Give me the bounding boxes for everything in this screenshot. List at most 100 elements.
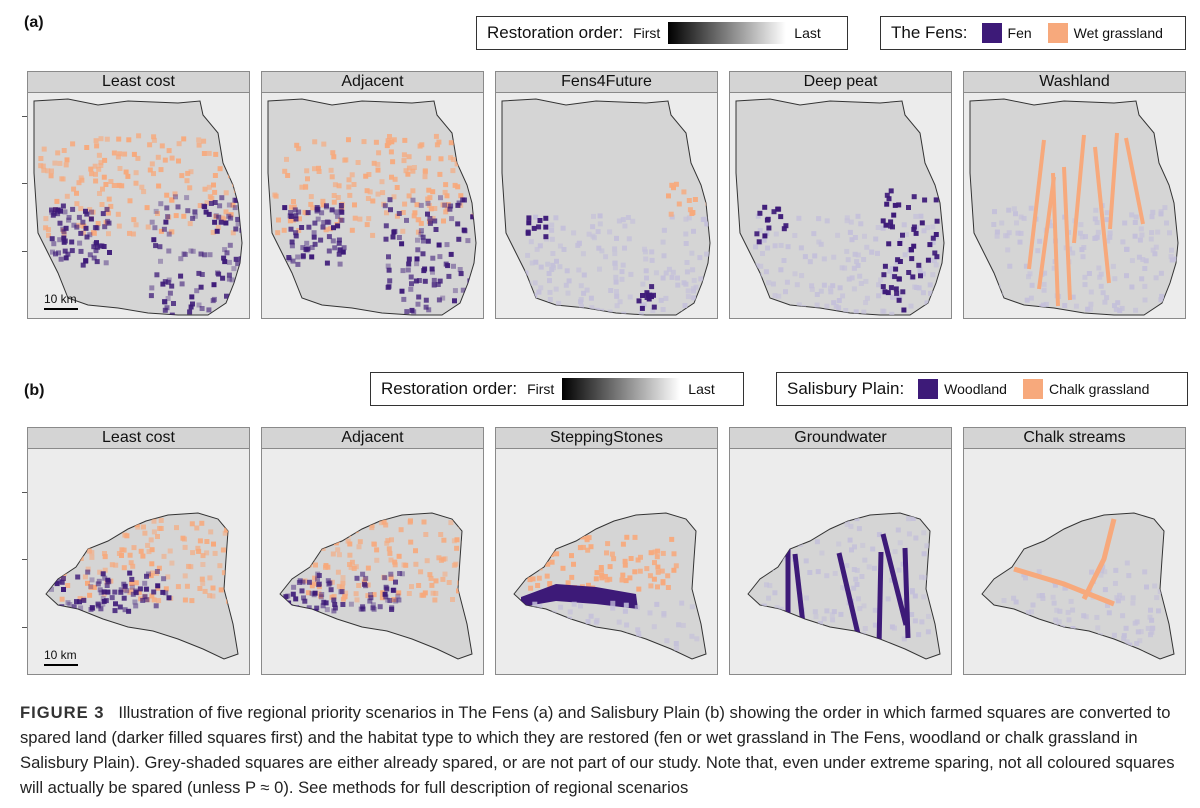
map-cell [1056, 619, 1062, 625]
map-cell [98, 590, 104, 596]
axis-tick [22, 559, 27, 560]
map-cell [590, 233, 596, 239]
map-cell [751, 279, 757, 285]
map-cell [1088, 289, 1094, 295]
map-cell [1120, 595, 1126, 601]
map-cell [238, 256, 242, 262]
map-cell [354, 597, 360, 603]
map-cell [231, 266, 237, 272]
map-cell [543, 224, 549, 230]
map-cell [66, 217, 72, 223]
map-cell [686, 215, 692, 221]
map-cell [306, 579, 312, 585]
map-cell [332, 605, 338, 611]
map-cell [346, 177, 352, 183]
map-cell [122, 607, 128, 613]
map-cell [882, 263, 888, 269]
map-cell [129, 584, 135, 590]
map-cell [113, 516, 119, 522]
map-cell [389, 537, 394, 543]
map-cell [872, 607, 878, 613]
map-cell [551, 614, 557, 620]
map-cell [584, 287, 590, 293]
map-cell [627, 294, 633, 300]
map-cell [655, 584, 660, 590]
map-cell [525, 229, 531, 235]
map-cell [644, 295, 650, 300]
map-cell [121, 581, 127, 587]
map-cell [766, 535, 772, 541]
map-cell [1014, 220, 1019, 226]
map-cell [801, 518, 807, 524]
river-corridor [1072, 134, 1086, 244]
map-cell [848, 523, 854, 529]
map-cell [796, 302, 802, 308]
map-cell [921, 594, 927, 600]
map-cell [921, 530, 927, 536]
map-cell [849, 275, 855, 281]
map-cell [540, 648, 546, 654]
map-cell [612, 265, 618, 271]
map-cell [702, 216, 708, 222]
map-cell [304, 247, 310, 253]
map-cell [121, 587, 127, 593]
map-cell [443, 209, 449, 215]
map-cell [189, 598, 195, 604]
map-cell [49, 207, 54, 213]
groundwater-corridor [836, 552, 861, 635]
map-cell [861, 603, 867, 609]
map-cell [418, 569, 424, 575]
map-cell [55, 211, 61, 217]
map-cell [569, 574, 575, 580]
map-cell [233, 226, 239, 232]
map-cell [391, 194, 397, 200]
map-cell [357, 216, 363, 222]
map-cell [1021, 215, 1027, 221]
map-cell [282, 168, 288, 174]
map-cell [1148, 236, 1154, 242]
map-cell [538, 285, 544, 291]
map-cell [309, 254, 315, 260]
map-cell [758, 263, 764, 269]
map-cell [1092, 216, 1098, 222]
map-cell [388, 576, 394, 581]
map-cell [1132, 233, 1138, 239]
map-cell [1120, 613, 1126, 619]
map-cell [175, 584, 181, 590]
map-cell [888, 285, 894, 291]
map-cell [913, 213, 919, 219]
map-cell [1105, 238, 1111, 244]
map-cell [651, 624, 657, 630]
map-cell [640, 281, 646, 287]
map-cell [1041, 287, 1047, 293]
map-cell [1050, 594, 1056, 600]
map-cell [218, 219, 224, 225]
map-cell [469, 300, 475, 306]
map-cell [1081, 613, 1087, 619]
map-cell [783, 623, 789, 629]
map-cell [313, 562, 318, 568]
map-cell [607, 229, 613, 235]
map-cell [549, 236, 555, 242]
map-cell [88, 584, 94, 590]
map-cell [1040, 595, 1046, 601]
map-cell [547, 581, 553, 587]
map-cell [851, 567, 857, 572]
map-cell [661, 227, 667, 233]
map-cell [158, 517, 164, 523]
map-cell [61, 235, 67, 241]
map-cell [995, 285, 1001, 290]
map-cell [796, 215, 802, 221]
map-cell [553, 539, 558, 545]
map-cell [372, 541, 377, 547]
map-cell [196, 137, 202, 143]
map-cell [230, 291, 236, 297]
map-cell [474, 297, 476, 303]
map-cell [201, 151, 207, 156]
map-cell [126, 137, 132, 143]
map-cell [421, 592, 427, 598]
map-cell [353, 591, 359, 597]
map-cell [235, 221, 241, 227]
map-cell [475, 294, 476, 300]
map-cell [585, 619, 591, 625]
